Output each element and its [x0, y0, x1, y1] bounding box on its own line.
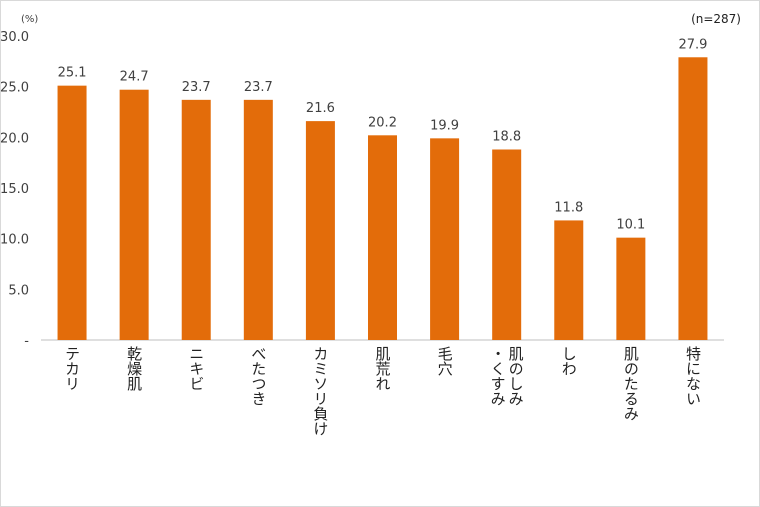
y-tick-label: 5.0	[8, 283, 29, 298]
y-tick-label: 20.0	[1, 131, 29, 146]
y-tick-label: -	[24, 334, 29, 349]
category-labels-group: テカリ 乾燥肌 ニキビ べたつき カミソリ負け 肌荒れ 毛穴 肌のしみ・くすみ しわ 肌のたるみ 特…	[63, 346, 702, 436]
data-label: 11.8	[554, 200, 583, 215]
bar	[492, 149, 522, 340]
category-label: 肌のしみ	[507, 346, 525, 406]
data-label: 19.9	[430, 118, 459, 133]
data-label: 23.7	[182, 80, 211, 95]
data-label: 24.7	[120, 70, 149, 85]
category-label: しわ	[560, 346, 578, 376]
bar	[430, 138, 460, 340]
category-label: ニキビ	[187, 346, 205, 391]
category-label: ・くすみ	[489, 346, 507, 406]
y-tick-label: 10.0	[1, 233, 29, 248]
y-tick-label: 25.0	[1, 81, 29, 96]
bar	[243, 99, 273, 340]
data-label: 21.6	[306, 101, 335, 116]
y-unit-label: (%)	[21, 14, 38, 25]
bar	[181, 99, 211, 340]
category-label: テカリ	[63, 346, 81, 391]
bar	[305, 121, 335, 341]
y-tick-label: 30.0	[1, 30, 29, 45]
y-tick-label: 15.0	[1, 182, 29, 197]
category-label: 毛穴	[436, 346, 454, 376]
sample-size-label: (n=287)	[691, 12, 741, 26]
data-label: 27.9	[678, 37, 707, 52]
category-label: 特にない	[684, 346, 702, 406]
bar	[119, 89, 149, 340]
category-label: 肌のたるみ	[622, 346, 640, 421]
category-label: べたつき	[249, 346, 267, 406]
bar	[554, 220, 584, 340]
y-axis: - 5.0 10.0 15.0 20.0 25.0 30.0	[1, 30, 29, 349]
data-label: 20.2	[368, 115, 397, 130]
data-label: 10.1	[616, 218, 645, 233]
data-label: 23.7	[244, 80, 273, 95]
bars-group	[57, 57, 708, 341]
category-label: 肌荒れ	[374, 346, 392, 391]
bar	[57, 85, 87, 340]
bar	[678, 57, 708, 340]
bar	[368, 135, 397, 340]
data-label: 18.8	[492, 129, 521, 144]
category-label: 乾燥肌	[125, 346, 143, 392]
data-labels-group: 25.1 24.7 23.7 23.7 21.6 20.2 19.9 18.8 11.8 10.1…	[58, 37, 708, 232]
bar	[616, 237, 646, 340]
data-label: 25.1	[58, 66, 87, 81]
category-label: カミソリ負け	[311, 346, 329, 436]
